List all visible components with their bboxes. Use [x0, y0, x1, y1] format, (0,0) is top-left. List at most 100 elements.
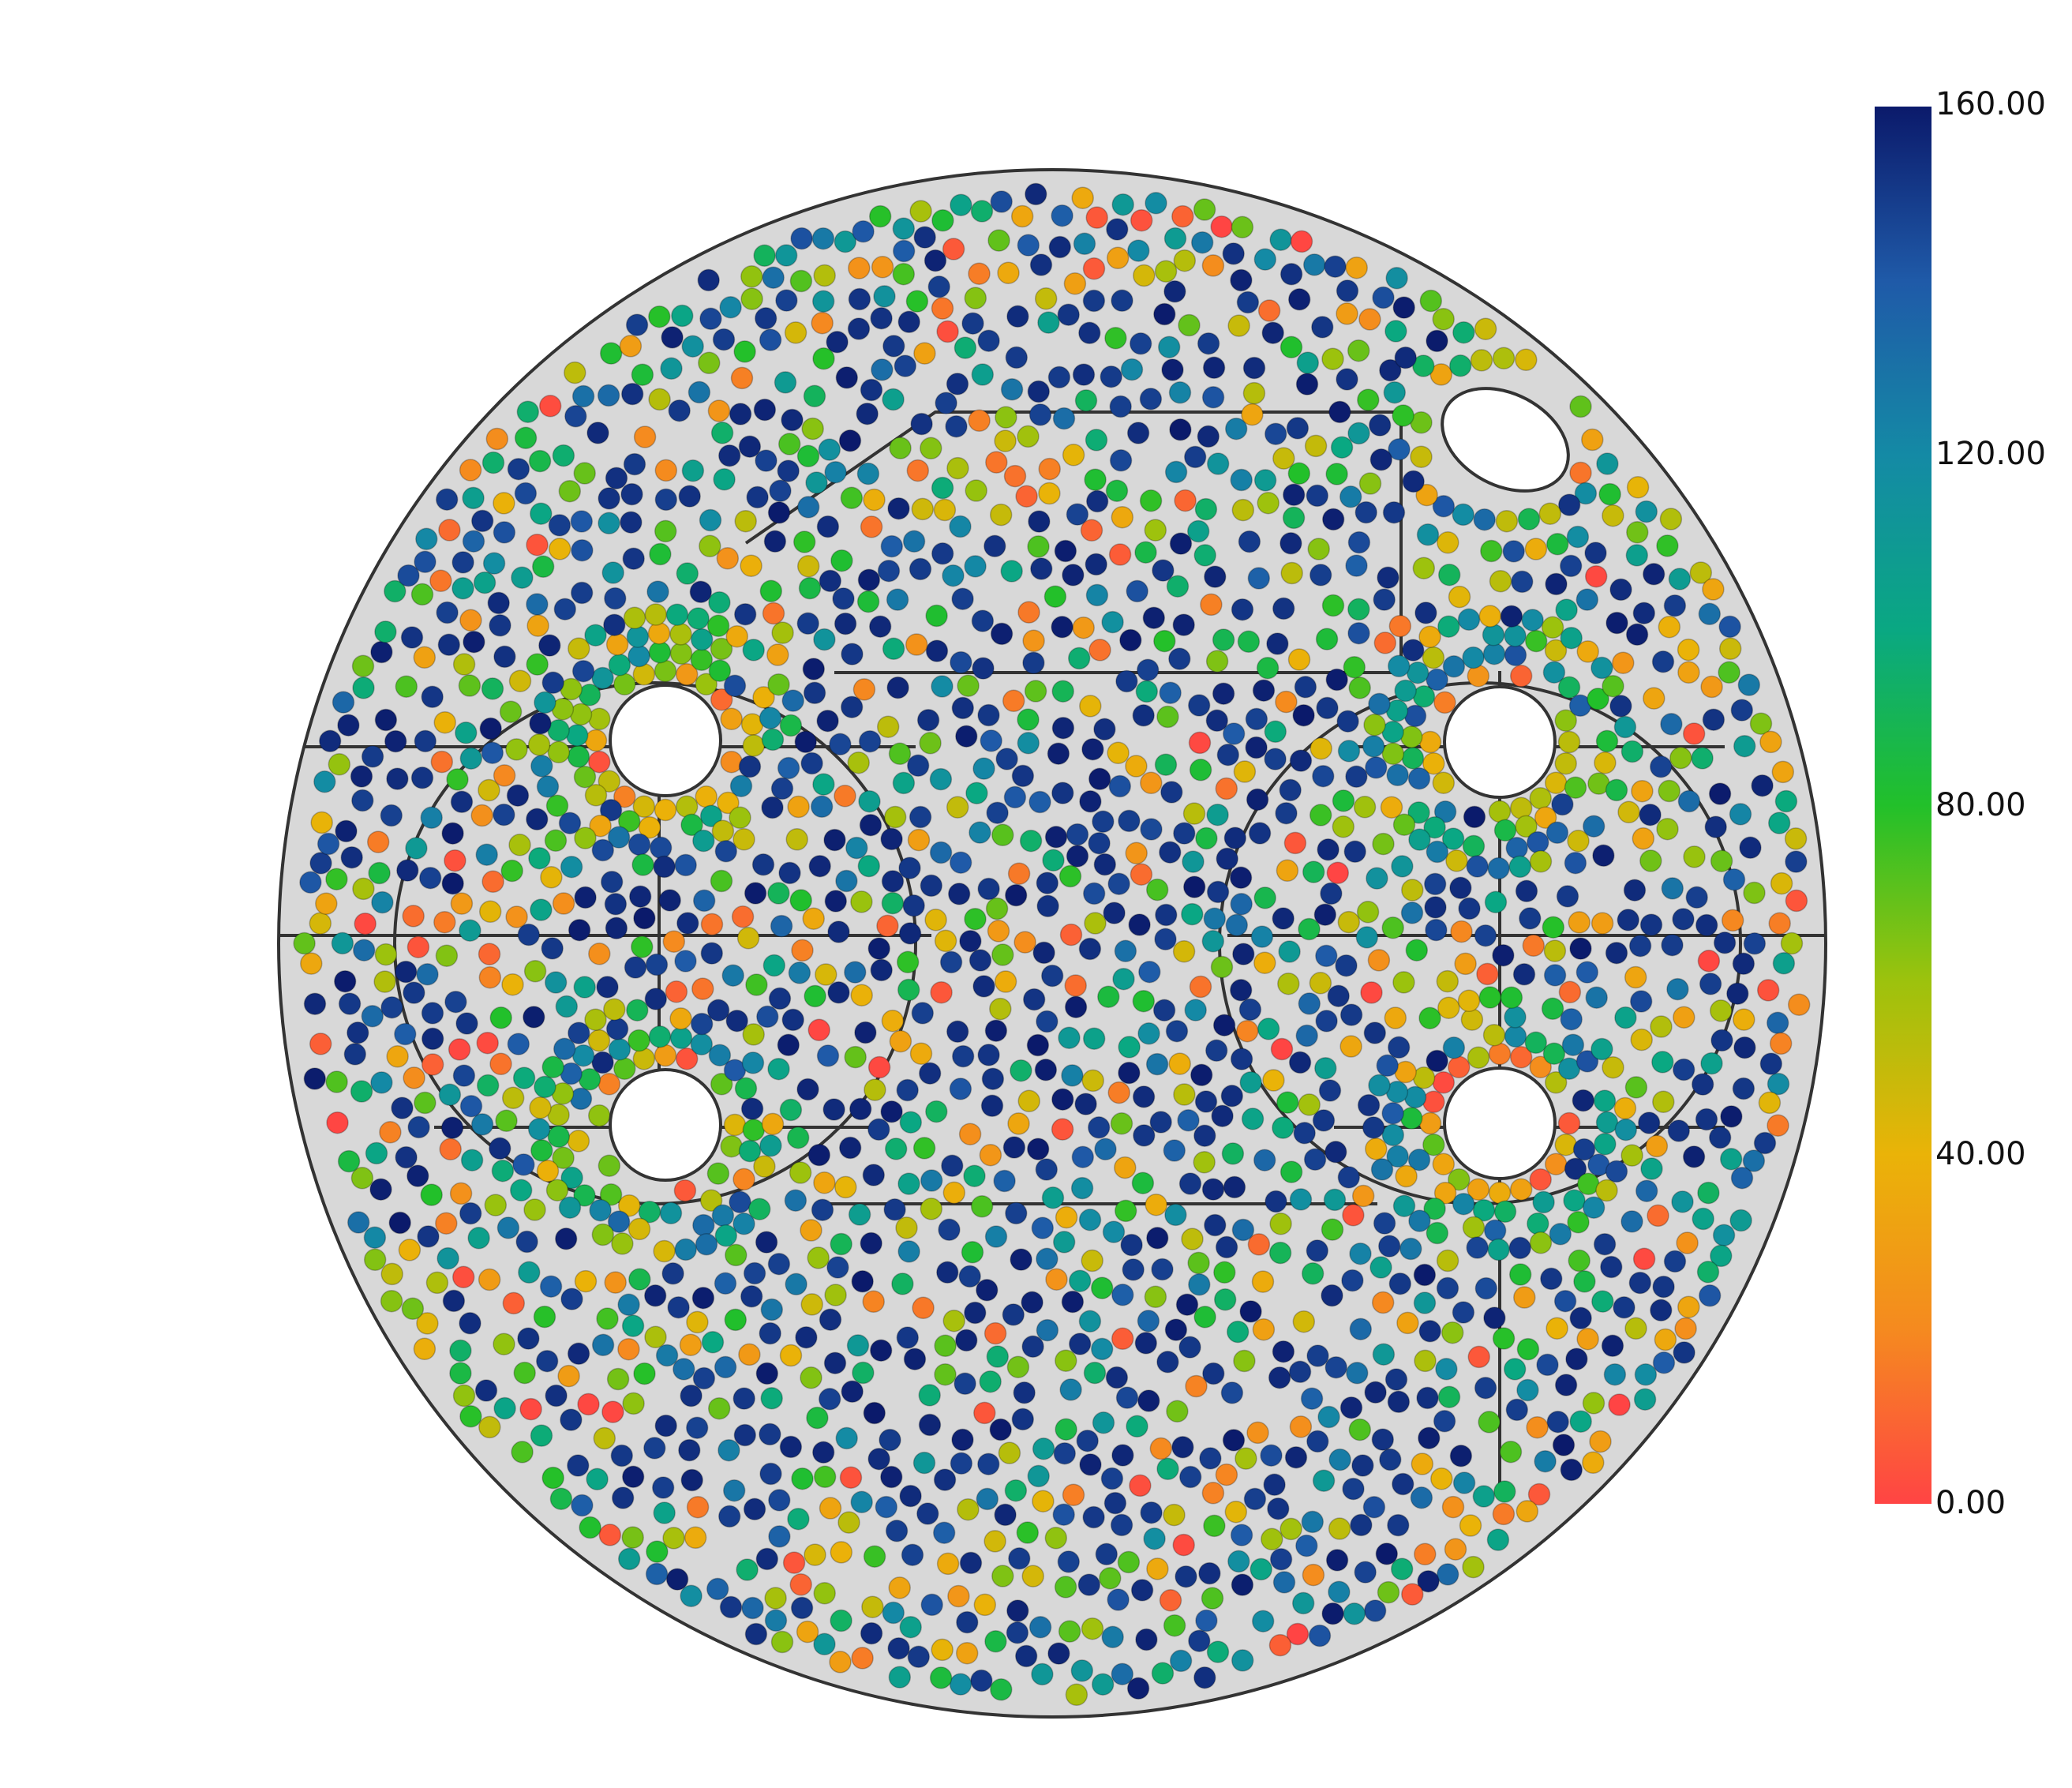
particle: [621, 1465, 645, 1489]
particle: [459, 1312, 481, 1335]
particle: [752, 686, 775, 709]
particle: [1529, 1231, 1553, 1254]
particle: [1581, 428, 1604, 452]
particle: [1187, 694, 1211, 717]
particle: [1651, 1051, 1674, 1074]
particle: [970, 1669, 993, 1692]
particle: [660, 357, 683, 380]
particle: [526, 593, 549, 616]
particle: [998, 1441, 1021, 1464]
particle: [990, 1678, 1013, 1701]
particle: [617, 809, 641, 833]
particle: [1512, 963, 1536, 986]
particle: [588, 943, 611, 965]
particle: [1166, 1400, 1189, 1423]
particle: [675, 1048, 699, 1070]
particle: [1541, 616, 1564, 639]
particle: [1159, 681, 1182, 704]
particle: [1100, 365, 1122, 388]
particle: [1445, 849, 1468, 872]
particle: [931, 209, 954, 232]
particle: [1541, 997, 1564, 1021]
particle: [1306, 1239, 1329, 1262]
particle: [541, 1055, 564, 1079]
particle: [599, 342, 623, 365]
particle: [751, 853, 775, 876]
particle: [707, 399, 731, 422]
particle: [395, 1145, 418, 1169]
particle: [309, 852, 332, 875]
particle: [1573, 1270, 1596, 1293]
particle: [955, 1641, 979, 1665]
particle: [898, 922, 922, 945]
particle: [1339, 1003, 1363, 1026]
particle: [669, 1007, 692, 1030]
particle: [519, 1397, 542, 1421]
particle: [1283, 831, 1307, 855]
particle: [318, 729, 342, 753]
particle: [707, 1396, 731, 1420]
particle: [1737, 673, 1761, 696]
colorbar: [1875, 107, 1931, 1504]
particle: [1315, 944, 1338, 968]
particle: [478, 1268, 501, 1291]
particle: [1515, 348, 1538, 372]
particle: [1546, 1317, 1568, 1340]
particle: [1416, 523, 1440, 546]
particle: [1280, 1517, 1302, 1541]
particle: [573, 1184, 596, 1207]
particle: [867, 1118, 890, 1141]
particle: [1085, 429, 1108, 452]
particle: [1172, 940, 1196, 963]
particle: [1564, 851, 1587, 875]
particle: [932, 1521, 956, 1544]
particle: [1107, 872, 1130, 895]
particle: [1345, 256, 1368, 279]
particle: [1545, 572, 1568, 596]
particle: [535, 1349, 559, 1373]
particle: [1215, 777, 1238, 800]
particle: [394, 1022, 417, 1046]
particle: [1363, 714, 1386, 737]
particle: [1466, 855, 1489, 878]
particle: [1516, 1378, 1539, 1402]
particle: [1246, 788, 1269, 812]
particle: [1478, 605, 1502, 628]
particle: [805, 471, 828, 494]
particle: [1185, 1374, 1208, 1398]
particle: [1109, 395, 1132, 418]
particle: [1484, 890, 1508, 914]
particle: [801, 417, 824, 440]
particle: [435, 488, 459, 511]
particle: [1448, 585, 1471, 609]
particle: [1343, 840, 1366, 864]
particle: [1371, 1428, 1395, 1451]
particle: [840, 695, 864, 718]
particle: [1756, 979, 1780, 1002]
particle: [1241, 403, 1264, 426]
particle: [746, 485, 769, 509]
particle: [1347, 422, 1370, 445]
particle: [361, 1005, 384, 1028]
particle: [1078, 937, 1102, 961]
particle: [332, 691, 355, 714]
particle: [1290, 230, 1313, 253]
particle: [1412, 354, 1435, 377]
particle: [1556, 885, 1579, 908]
particle: [1298, 992, 1321, 1015]
particle: [1418, 730, 1442, 754]
particle: [681, 335, 704, 358]
particle: [1400, 901, 1424, 924]
particle: [918, 1413, 942, 1437]
particle: [1308, 1624, 1332, 1647]
particle: [1486, 1528, 1510, 1551]
particle: [1107, 1081, 1130, 1104]
particle: [873, 285, 896, 308]
particle: [1785, 889, 1808, 913]
particle: [1606, 611, 1628, 635]
particle: [699, 508, 722, 532]
particle: [632, 795, 656, 818]
particle: [1722, 868, 1746, 891]
particle: [1402, 639, 1425, 662]
particle: [906, 754, 930, 778]
